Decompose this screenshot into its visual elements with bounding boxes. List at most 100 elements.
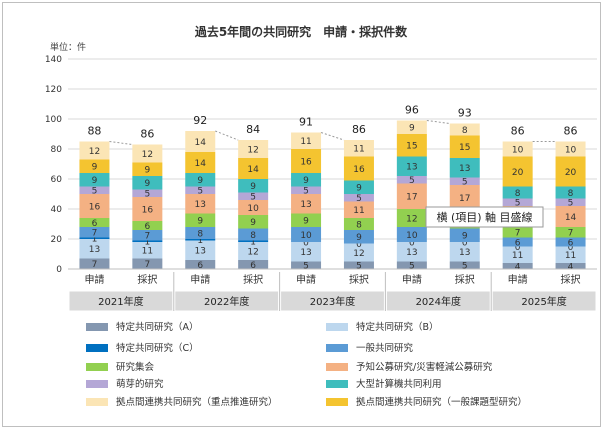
bar-segment bbox=[79, 227, 110, 238]
legend-swatch bbox=[326, 344, 348, 352]
legend-swatch bbox=[86, 363, 108, 371]
segment-value-label: 13 bbox=[195, 247, 206, 257]
bar-segment bbox=[396, 209, 427, 227]
segment-value-label: 7 bbox=[92, 229, 98, 239]
segment-value-label: 13 bbox=[89, 245, 100, 255]
bar-segment bbox=[185, 173, 216, 187]
segment-value-label: 10 bbox=[565, 145, 577, 155]
segment-value-label: 16 bbox=[300, 157, 312, 167]
bar-segment bbox=[238, 215, 269, 229]
bar-segment bbox=[238, 192, 269, 200]
segment-value-label: 14 bbox=[565, 213, 577, 223]
segment-value-label: 0 bbox=[568, 243, 574, 253]
year-group-label: 2023年度 bbox=[310, 295, 355, 308]
segment-value-label: 13 bbox=[406, 163, 417, 173]
segment-value-label: 14 bbox=[247, 165, 259, 175]
segment-value-label: 14 bbox=[195, 159, 207, 169]
bar-segment bbox=[185, 152, 216, 173]
bar-segment bbox=[396, 134, 427, 157]
bar-segment bbox=[396, 176, 427, 184]
bar-segment bbox=[79, 141, 110, 160]
segment-value-label: 5 bbox=[303, 262, 309, 272]
segment-value-label: 13 bbox=[300, 248, 311, 258]
bar-segment bbox=[291, 242, 322, 262]
segment-value-label: 15 bbox=[459, 143, 470, 153]
year-group-box bbox=[385, 290, 491, 312]
year-group-box bbox=[491, 290, 597, 312]
segment-value-label: 20 bbox=[512, 168, 524, 178]
segment-value-label: 6 bbox=[197, 261, 203, 271]
series-line bbox=[320, 132, 345, 141]
segment-value-label: 16 bbox=[142, 205, 154, 215]
bar-segment bbox=[79, 239, 110, 259]
legend-swatch bbox=[86, 323, 108, 331]
segment-value-label: 0 bbox=[356, 240, 362, 250]
y-tick-label: 80 bbox=[51, 145, 63, 155]
segment-value-label: 4 bbox=[568, 262, 574, 272]
segment-value-label: 1 bbox=[92, 235, 98, 245]
bar-segment bbox=[132, 176, 163, 190]
segment-value-label: 12 bbox=[353, 249, 364, 259]
segment-value-label: 9 bbox=[250, 182, 256, 192]
segment-value-label: 5 bbox=[409, 262, 415, 272]
segment-value-label: 7 bbox=[92, 260, 98, 270]
bar-segment bbox=[502, 198, 533, 206]
segment-value-label: 12 bbox=[142, 150, 153, 160]
series-line bbox=[215, 130, 239, 141]
bar-segment bbox=[132, 189, 163, 197]
bar-segment bbox=[79, 218, 110, 227]
legend-swatch bbox=[326, 363, 348, 371]
bar-segment bbox=[343, 230, 374, 244]
bar-segment bbox=[396, 242, 427, 262]
bar-segment bbox=[132, 240, 163, 242]
segment-value-label: 13 bbox=[406, 248, 417, 258]
bar-segment bbox=[343, 140, 374, 157]
y-tick-label: 20 bbox=[51, 235, 63, 245]
bar-segment bbox=[291, 227, 322, 242]
bar-segment bbox=[132, 230, 163, 241]
bar-total-label: 91 bbox=[299, 116, 313, 129]
legend-label: 萌芽的研究 bbox=[116, 378, 164, 390]
segment-value-label: 13 bbox=[300, 200, 311, 210]
segment-value-label: 1 bbox=[144, 238, 150, 248]
bar-segment bbox=[291, 186, 322, 194]
legend-swatch bbox=[86, 380, 108, 388]
segment-value-label: 6 bbox=[250, 261, 256, 271]
segment-value-label: 5 bbox=[197, 187, 203, 197]
segment-value-label: 6 bbox=[515, 238, 521, 248]
legend-label: 大型計算機共同利用 bbox=[356, 378, 442, 390]
bar-total-label: 96 bbox=[405, 104, 419, 117]
bar-segment bbox=[238, 140, 269, 158]
segment-value-label: 9 bbox=[92, 176, 98, 186]
bar-segment bbox=[132, 144, 163, 163]
segment-value-label: 14 bbox=[195, 138, 207, 148]
y-tick-label: 100 bbox=[45, 115, 62, 125]
y-tick-label: 40 bbox=[51, 205, 63, 215]
bar-segment bbox=[132, 242, 163, 259]
bar-segment bbox=[449, 261, 480, 269]
legend-label: 一般共同研究 bbox=[356, 342, 414, 354]
x-category-label: 採択 bbox=[561, 273, 581, 286]
bar-segment bbox=[79, 173, 110, 187]
segment-value-label: 5 bbox=[568, 199, 574, 209]
segment-value-label: 13 bbox=[195, 200, 206, 210]
legend-label: 拠点間連携共同研究（重点推進研究） bbox=[116, 396, 278, 408]
bar-segment bbox=[555, 156, 586, 187]
bar-segment bbox=[502, 141, 533, 157]
segment-value-label: 1 bbox=[197, 236, 203, 246]
bar-segment bbox=[555, 198, 586, 206]
year-group-box bbox=[280, 290, 385, 312]
bar-segment bbox=[343, 156, 374, 181]
bar-total-label: 86 bbox=[140, 128, 154, 141]
year-group-box bbox=[68, 290, 174, 312]
bar-segment bbox=[185, 239, 216, 241]
chart-title: 過去5年間の共同研究 申請・採択件数 bbox=[194, 24, 408, 39]
segment-value-label: 5 bbox=[356, 262, 362, 272]
segment-value-label: 9 bbox=[92, 163, 98, 173]
x-category-label: 申請 bbox=[190, 273, 210, 286]
legend-label: 拠点間連携共同研究（一般課題型研究） bbox=[356, 396, 527, 408]
bar-segment bbox=[555, 227, 586, 238]
legend-label: 研究集会 bbox=[116, 361, 155, 373]
legend-label: 特定共同研究（B） bbox=[356, 321, 439, 333]
bar-total-label: 92 bbox=[193, 114, 207, 127]
